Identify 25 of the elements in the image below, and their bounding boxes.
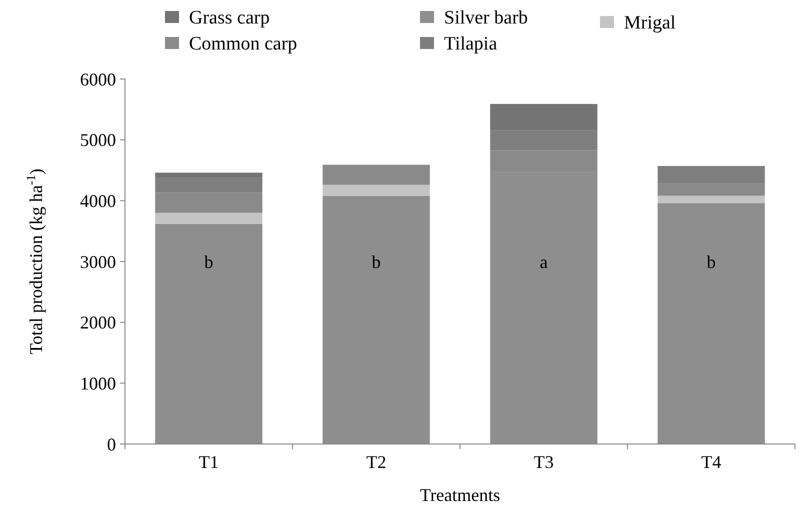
x-tick-label: T4 [701, 452, 722, 472]
legend-label: Silver barb [444, 8, 528, 29]
y-tick-label: 5000 [80, 130, 116, 150]
bar [322, 184, 430, 196]
y-tick-label: 0 [107, 434, 116, 454]
x-tick-label: T1 [198, 452, 219, 472]
y-tick-label: 4000 [80, 190, 116, 211]
legend-label: Grass carp [189, 8, 270, 29]
bar [322, 164, 430, 185]
annotation: b [706, 252, 716, 272]
legend-label: Common carp [189, 34, 298, 55]
legend-label: Tilapia [444, 34, 498, 55]
y-tick-label: 1000 [80, 373, 116, 394]
legend-label: Mrigal [624, 12, 676, 34]
annotation: a [540, 252, 548, 272]
bar [658, 196, 765, 204]
x-axis-title: Treatments [420, 485, 500, 505]
x-tick-label: T3 [534, 452, 554, 472]
y-tick-label: 2000 [80, 312, 116, 333]
y-tick-label: 3000 [80, 252, 116, 272]
y-tick-label: 6000 [80, 69, 116, 90]
annotation: b [204, 252, 214, 272]
x-tick-label: T2 [366, 452, 386, 472]
bar [155, 212, 262, 224]
annotation: b [372, 252, 381, 272]
